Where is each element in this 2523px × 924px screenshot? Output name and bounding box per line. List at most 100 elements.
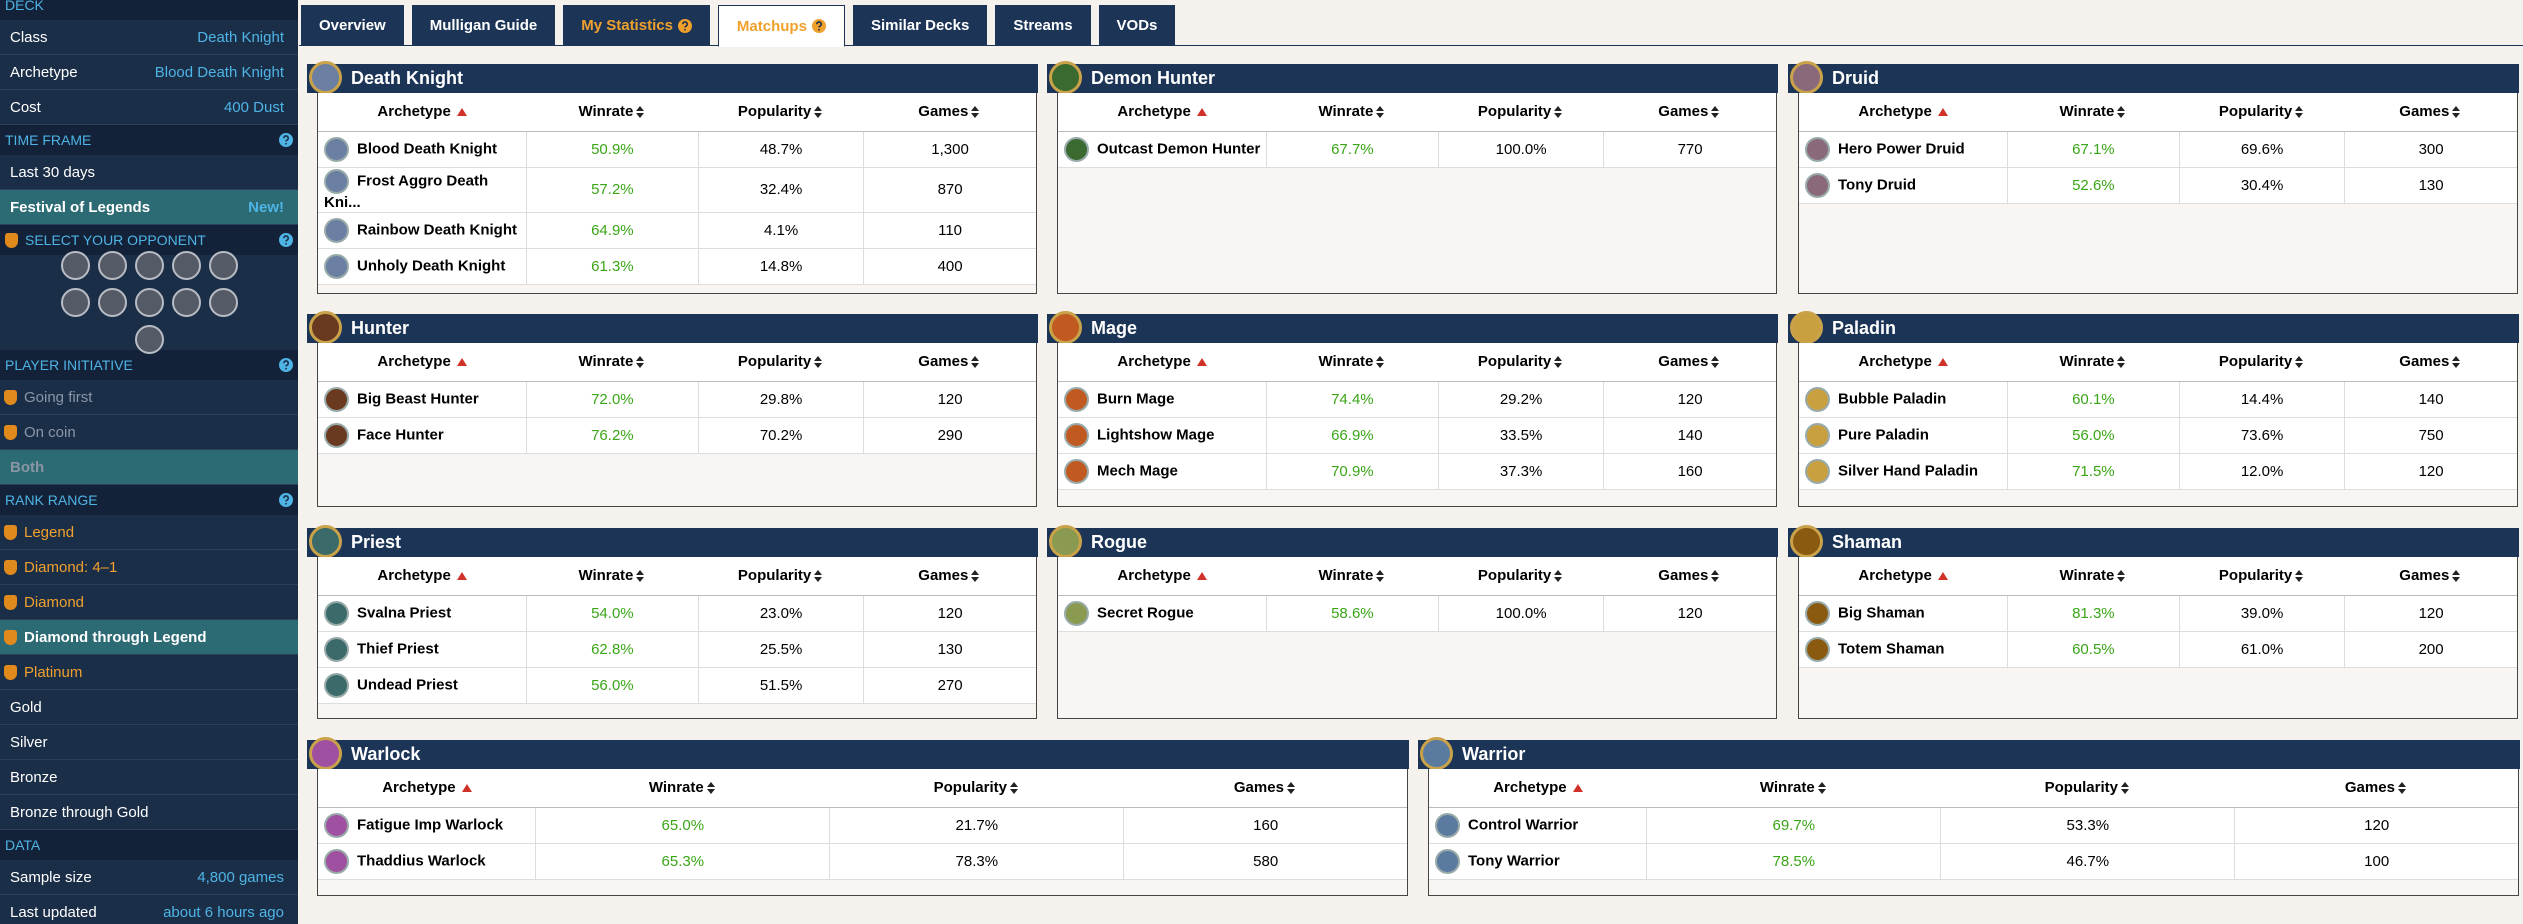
cell[interactable]: Mech Mage [1058,453,1267,490]
column-header[interactable]: Games [863,343,1036,382]
cell[interactable]: Totem Shaman [1799,631,2008,668]
cell[interactable]: Secret Rogue [1058,595,1267,632]
opponent-icon[interactable] [208,288,238,317]
tab[interactable]: Mulligan Guide [411,5,556,46]
filter-option[interactable]: Last 30 days [0,155,298,190]
opponent-icon[interactable] [134,288,164,317]
help-icon[interactable] [811,19,826,33]
opponent-icon[interactable] [208,251,238,280]
cell[interactable]: Tony Druid [1799,167,2008,204]
column-header[interactable]: Archetype [1058,343,1267,382]
cell[interactable]: Bubble Paladin [1799,381,2008,418]
column-header[interactable]: Popularity [698,93,864,132]
column-header[interactable]: Archetype [1058,93,1267,132]
column-header[interactable]: Winrate [535,769,830,808]
column-header[interactable]: Games [1603,343,1776,382]
filter-option[interactable]: Going first [0,380,298,415]
opponent-icon[interactable] [60,251,90,280]
help-icon[interactable] [279,358,293,372]
column-header[interactable]: Winrate [2007,557,2180,596]
filter-option[interactable]: On coin [0,415,298,450]
column-header[interactable]: Archetype [1429,769,1647,808]
column-header[interactable]: Winrate [526,557,699,596]
cell[interactable]: Frost Aggro Death Kni... [318,167,527,213]
opponent-icon[interactable] [134,325,164,354]
column-header[interactable]: Archetype [318,93,527,132]
column-header[interactable]: Games [2344,343,2517,382]
column-header[interactable]: Popularity [1438,557,1604,596]
filter-option[interactable]: Gold [0,690,298,725]
cell[interactable]: Fatigue Imp Warlock [318,807,537,844]
column-header[interactable]: Archetype [1799,343,2008,382]
filter-option[interactable]: Legend [0,515,298,550]
help-icon[interactable] [279,493,293,507]
cell[interactable]: Unholy Death Knight [318,248,527,285]
tab[interactable]: Streams [995,5,1091,46]
filter-option[interactable]: Bronze [0,760,298,795]
cell[interactable]: Undead Priest [318,667,527,704]
filter-option[interactable]: Bronze through Gold [0,795,298,830]
filter-option[interactable]: Diamond through Legend [0,620,298,655]
cell[interactable]: Hero Power Druid [1799,131,2008,168]
cell[interactable]: Lightshow Mage [1058,417,1267,454]
column-header[interactable]: Games [2344,93,2517,132]
column-header[interactable]: Winrate [526,93,699,132]
cell[interactable]: Thief Priest [318,631,527,668]
column-header[interactable]: Archetype [318,557,527,596]
column-header[interactable]: Winrate [2007,93,2180,132]
filter-option[interactable]: Silver [0,725,298,760]
column-header[interactable]: Games [1123,769,1407,808]
column-header[interactable]: Archetype [318,769,536,808]
column-header[interactable]: Archetype [318,343,527,382]
column-header[interactable]: Winrate [1266,557,1439,596]
cell[interactable]: Face Hunter [318,417,527,454]
filter-option[interactable]: Platinum [0,655,298,690]
opponent-icon[interactable] [97,251,127,280]
help-icon[interactable] [279,233,293,247]
column-header[interactable]: Popularity [1940,769,2235,808]
tab[interactable]: Similar Decks [852,5,988,46]
opponent-icon[interactable] [134,251,164,280]
opponent-icon[interactable] [171,251,201,280]
cell[interactable]: Silver Hand Paladin [1799,453,2008,490]
column-header[interactable]: Winrate [2007,343,2180,382]
cell[interactable]: Thaddius Warlock [318,843,537,880]
tab[interactable]: Matchups [717,5,845,47]
help-icon[interactable] [677,18,692,33]
cell[interactable]: Blood Death Knight [318,131,527,168]
tab[interactable]: Overview [301,5,404,46]
opponent-icon[interactable] [97,288,127,317]
column-header[interactable]: Popularity [698,343,864,382]
column-header[interactable]: Popularity [2179,93,2345,132]
column-header[interactable]: Games [1603,93,1776,132]
filter-option[interactable]: Festival of Legends New! [0,190,298,225]
opponent-icon[interactable] [171,288,201,317]
column-header[interactable]: Archetype [1799,557,2008,596]
cell[interactable]: Tony Warrior [1429,843,1648,880]
column-header[interactable]: Winrate [1266,93,1439,132]
column-header[interactable]: Popularity [1438,343,1604,382]
column-header[interactable]: Popularity [2179,343,2345,382]
column-header[interactable]: Winrate [1646,769,1941,808]
column-header[interactable]: Games [1603,557,1776,596]
cell[interactable]: Big Shaman [1799,595,2008,632]
column-header[interactable]: Popularity [698,557,864,596]
filter-option[interactable]: Diamond: 4–1 [0,550,298,585]
help-icon[interactable] [279,133,293,147]
column-header[interactable]: Games [2234,769,2518,808]
tab[interactable]: My Statistics [563,5,710,46]
cell[interactable]: Control Warrior [1429,807,1648,844]
cell[interactable]: Outcast Demon Hunter [1058,131,1267,168]
column-header[interactable]: Popularity [829,769,1124,808]
opponent-icon[interactable] [60,288,90,317]
column-header[interactable]: Games [863,557,1036,596]
column-header[interactable]: Winrate [1266,343,1439,382]
column-header[interactable]: Popularity [2179,557,2345,596]
filter-option[interactable]: Both [0,450,298,485]
cell[interactable]: Svalna Priest [318,595,527,632]
column-header[interactable]: Popularity [1438,93,1604,132]
cell[interactable]: Burn Mage [1058,381,1267,418]
column-header[interactable]: Archetype [1799,93,2008,132]
cell[interactable]: Pure Paladin [1799,417,2008,454]
cell[interactable]: Big Beast Hunter [318,381,527,418]
